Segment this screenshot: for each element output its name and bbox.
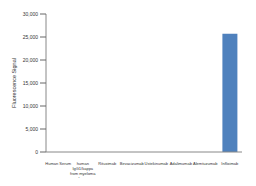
svg-text:0: 0 — [35, 149, 38, 155]
svg-text:Bevacizumab: Bevacizumab — [120, 161, 145, 166]
svg-text:5,000: 5,000 — [25, 126, 38, 132]
svg-text:25,000: 25,000 — [23, 34, 39, 40]
svg-text:Rituximab: Rituximab — [98, 161, 117, 166]
svg-text:Alemtuzumab: Alemtuzumab — [193, 161, 218, 166]
svg-text:humanIgG1/kappafrom myelomapla: humanIgG1/kappafrom myelomaplasma — [70, 161, 96, 178]
svg-text:30,000: 30,000 — [23, 11, 39, 17]
svg-text:Human Serum: Human Serum — [45, 161, 71, 166]
svg-text:10,000: 10,000 — [23, 103, 39, 109]
svg-text:Adalimumab: Adalimumab — [170, 161, 193, 166]
svg-text:20,000: 20,000 — [23, 57, 39, 63]
svg-text:Ustekinumab: Ustekinumab — [145, 161, 169, 166]
svg-text:Infliximab: Infliximab — [221, 161, 239, 166]
svg-text:Fluorescence Signal: Fluorescence Signal — [11, 58, 17, 108]
svg-text:15,000: 15,000 — [23, 80, 39, 86]
